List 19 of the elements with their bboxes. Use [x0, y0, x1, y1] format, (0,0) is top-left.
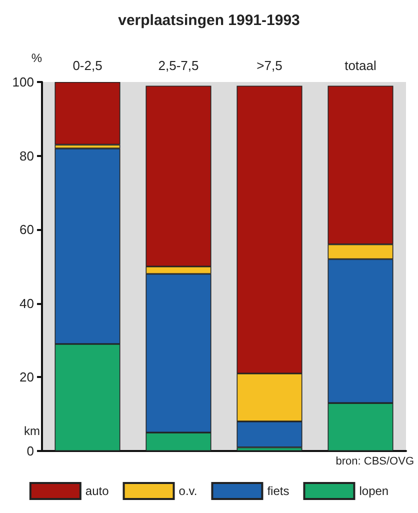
x-tick-label: 0-2,5 [72, 58, 102, 73]
y-tick-label: 60 [20, 222, 34, 238]
y-tick-label: 40 [20, 296, 34, 311]
x-tick-label: >7,5 [256, 58, 282, 73]
x-tick-label: totaal [344, 58, 377, 73]
legend-label: auto [85, 484, 110, 498]
y-tick-label: 100 [12, 74, 34, 90]
y-tick-label: 0 [26, 444, 34, 458]
legend-label: o.v. [178, 484, 198, 498]
bar [54, 82, 120, 145]
legend-label: lopen [359, 484, 389, 498]
y-tick-label: 80 [20, 148, 34, 164]
chart-title: verplaatsingen 1991-1993 [118, 12, 300, 29]
x-axis-title: km [24, 424, 40, 438]
y-axis-title: % [31, 51, 42, 65]
legend-label: fiets [267, 484, 290, 498]
y-tick-label: 20 [20, 370, 34, 385]
x-tick-label: 2,5-7,5 [158, 58, 199, 73]
text: bron: CBS/OVG [336, 456, 414, 468]
